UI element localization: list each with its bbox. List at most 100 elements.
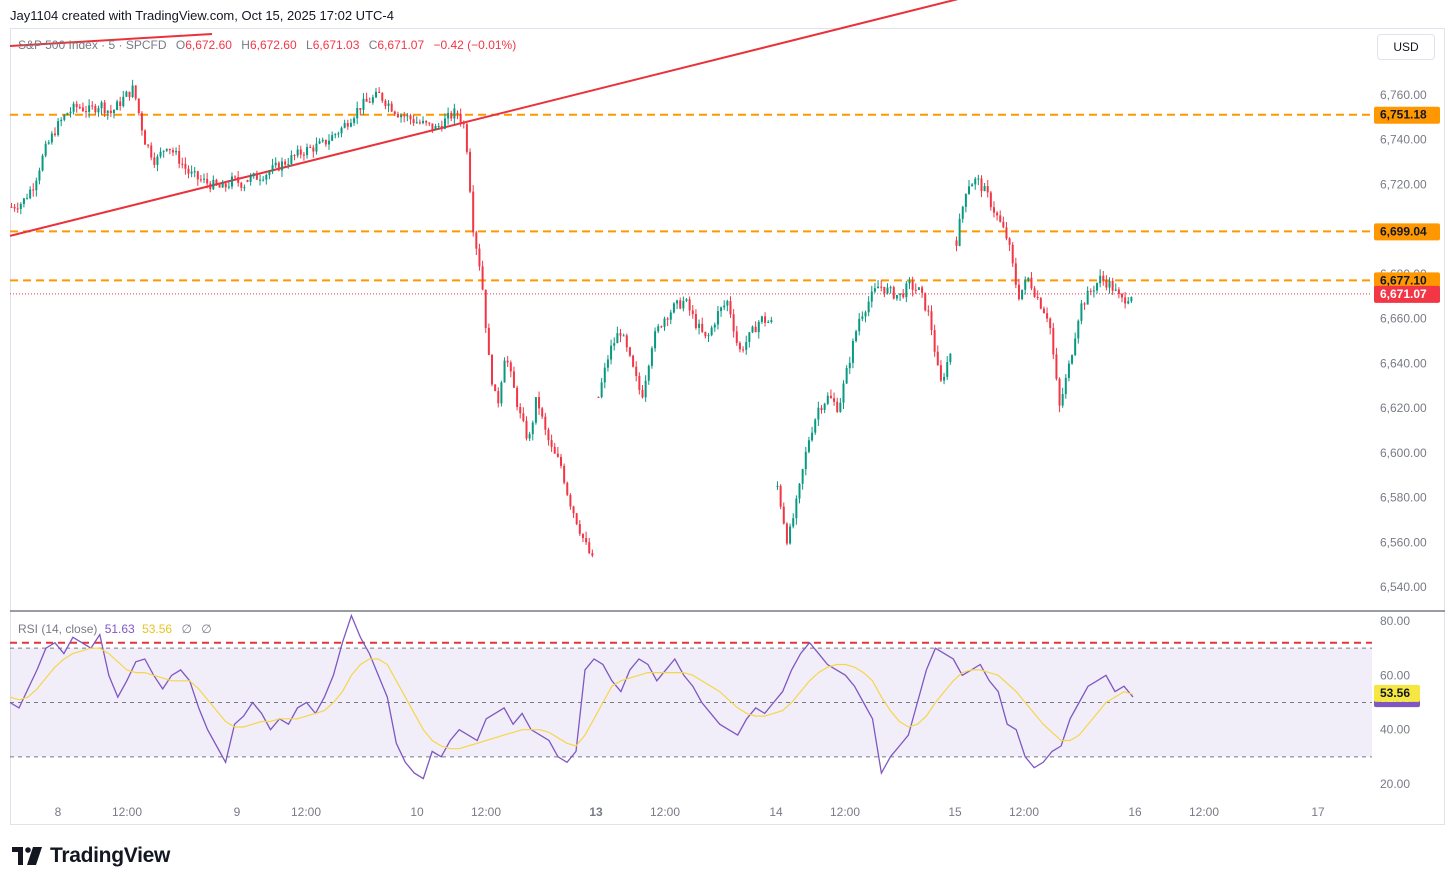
- candle-body: [403, 115, 406, 117]
- candle-body: [22, 198, 25, 205]
- currency-button[interactable]: USD: [1377, 34, 1435, 60]
- candle-body: [553, 446, 556, 454]
- price-axis-tick-label: 6,740.00: [1380, 133, 1427, 147]
- price-axis-tick-label: 6,600.00: [1380, 446, 1427, 460]
- candle-body: [47, 142, 50, 144]
- candle-body: [914, 289, 917, 291]
- rsi-legend: RSI (14, close) 51.63 53.56 ∅ ∅: [18, 622, 212, 636]
- candle-body: [209, 183, 212, 190]
- candle-body: [811, 432, 814, 441]
- candle-body: [91, 105, 94, 107]
- trendline: [9, 0, 959, 237]
- candle-body: [85, 111, 88, 113]
- candle-body: [16, 208, 19, 210]
- candle-body: [35, 180, 38, 191]
- candle-body: [381, 92, 384, 101]
- candle-body: [735, 331, 738, 343]
- candle-body: [415, 122, 418, 124]
- candle-body: [760, 316, 763, 322]
- tradingview-logo[interactable]: TradingView: [12, 844, 170, 868]
- candle-body: [112, 110, 115, 114]
- candle-body: [625, 335, 628, 348]
- candle-body: [69, 111, 72, 114]
- candle-body: [516, 387, 519, 408]
- na-value-1: ∅: [181, 622, 192, 636]
- candle-body: [29, 189, 32, 199]
- candle-body: [1055, 354, 1058, 379]
- open-label: O: [175, 38, 186, 52]
- candle-body: [434, 126, 437, 130]
- candle-body: [199, 179, 202, 181]
- candle-body: [38, 170, 41, 181]
- candle-body: [807, 440, 810, 452]
- candle-body: [616, 333, 619, 344]
- candle-body: [274, 162, 277, 166]
- rsi-axis-tick-label: 20.00: [1380, 777, 1410, 791]
- candle-body: [431, 123, 434, 130]
- candle-body: [280, 161, 283, 171]
- candle-body: [1049, 318, 1052, 329]
- candle-body: [262, 179, 265, 181]
- candle-body: [1083, 303, 1086, 305]
- time-axis-tick-label: 12:00: [830, 805, 860, 819]
- candle-body: [97, 108, 100, 113]
- candle-body: [638, 375, 641, 390]
- candle-body: [939, 365, 942, 381]
- candle-body: [999, 215, 1002, 222]
- candle-body: [635, 366, 638, 376]
- candle-body: [757, 321, 760, 333]
- candle-body: [1005, 227, 1008, 239]
- candle-body: [462, 122, 465, 125]
- candle-body: [494, 384, 497, 392]
- candle-body: [660, 326, 663, 328]
- candle-body: [353, 118, 356, 123]
- candle-body: [119, 101, 122, 107]
- candle-body: [302, 154, 305, 156]
- candle-body: [1130, 297, 1133, 302]
- candle-body: [1077, 320, 1080, 339]
- candle-body: [992, 207, 995, 213]
- candle-body: [340, 127, 343, 134]
- candle-body: [1105, 280, 1108, 288]
- candle-body: [428, 122, 431, 124]
- candle-body: [475, 232, 478, 249]
- candle-body: [823, 403, 826, 410]
- rsi-line: [9, 613, 1134, 780]
- candle-body: [770, 320, 773, 322]
- candle-body: [10, 206, 13, 208]
- candle-body: [531, 422, 534, 435]
- candle-body: [218, 184, 221, 188]
- candle-body: [1074, 338, 1077, 356]
- candle-body: [550, 440, 553, 447]
- candle-body: [63, 114, 66, 120]
- price-tag-label: 6,751.18: [1380, 108, 1427, 122]
- candle-body: [268, 171, 271, 176]
- time-axis-tick-label: 16: [1128, 805, 1142, 819]
- candle-body: [1052, 328, 1055, 355]
- candle-body: [556, 453, 559, 457]
- candle-body: [864, 312, 867, 317]
- candle-body: [459, 113, 462, 123]
- candle-body: [619, 333, 622, 336]
- candle-body: [240, 182, 243, 188]
- candle-body: [32, 189, 35, 191]
- candle-body: [911, 280, 914, 290]
- rsi-name: RSI (14, close): [18, 622, 98, 636]
- candle-body: [949, 353, 952, 363]
- candle-body: [469, 151, 472, 192]
- candle-body: [986, 186, 989, 193]
- price-axis-tick-label: 6,640.00: [1380, 356, 1427, 370]
- candle-body: [1114, 289, 1117, 291]
- candle-body: [833, 398, 836, 402]
- candle-body: [453, 108, 456, 119]
- candle-body: [343, 123, 346, 128]
- candle-body: [224, 183, 227, 188]
- candle-body: [206, 178, 209, 184]
- candle-body: [259, 179, 262, 181]
- candle-body: [782, 506, 785, 524]
- price-tag-label: 6,699.04: [1380, 224, 1427, 238]
- candle-body: [845, 368, 848, 384]
- candle-body: [767, 321, 770, 323]
- change-value: −0.42 (−0.01%): [433, 38, 517, 52]
